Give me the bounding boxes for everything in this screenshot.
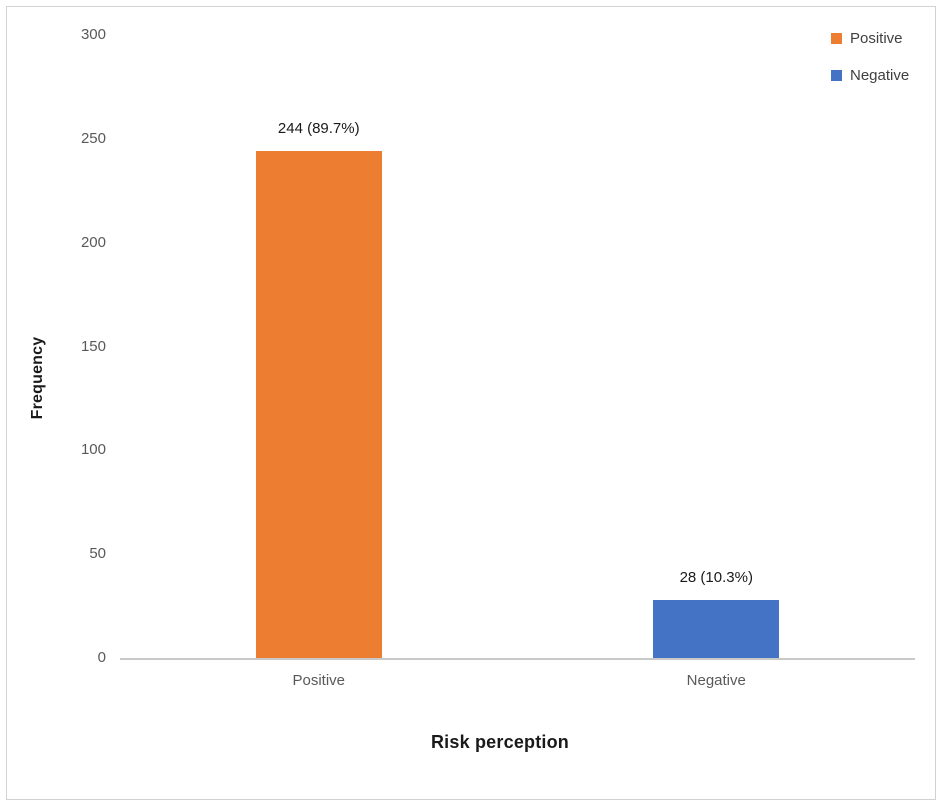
y-tick-label: 300 [80, 26, 106, 43]
legend-label: Positive [850, 29, 903, 47]
y-tick-label: 100 [80, 441, 106, 459]
y-tick-label: 150 [80, 337, 106, 355]
bar-positive [255, 151, 382, 658]
legend-item-positive: Positive [831, 28, 909, 48]
legend: Positive Negative [831, 28, 909, 85]
legend-swatch-icon [831, 69, 842, 81]
x-axis-line [120, 658, 915, 660]
legend-item-negative: Negative [831, 65, 909, 85]
y-tick-label: 200 [80, 233, 106, 251]
x-axis-title: Risk perception [430, 732, 570, 752]
category-label-positive: Positive [292, 672, 346, 689]
y-tick-label: 250 [80, 129, 106, 147]
legend-swatch-icon [831, 32, 842, 44]
data-label-positive: 244 (89.7%) [277, 120, 360, 138]
y-tick-label: 0 [97, 649, 106, 666]
bar-negative [653, 599, 780, 658]
data-label-negative: 28 (10.3%) [679, 568, 753, 586]
legend-label: Negative [850, 66, 910, 84]
y-tick-label: 50 [89, 545, 106, 563]
category-label-negative: Negative [686, 672, 746, 689]
